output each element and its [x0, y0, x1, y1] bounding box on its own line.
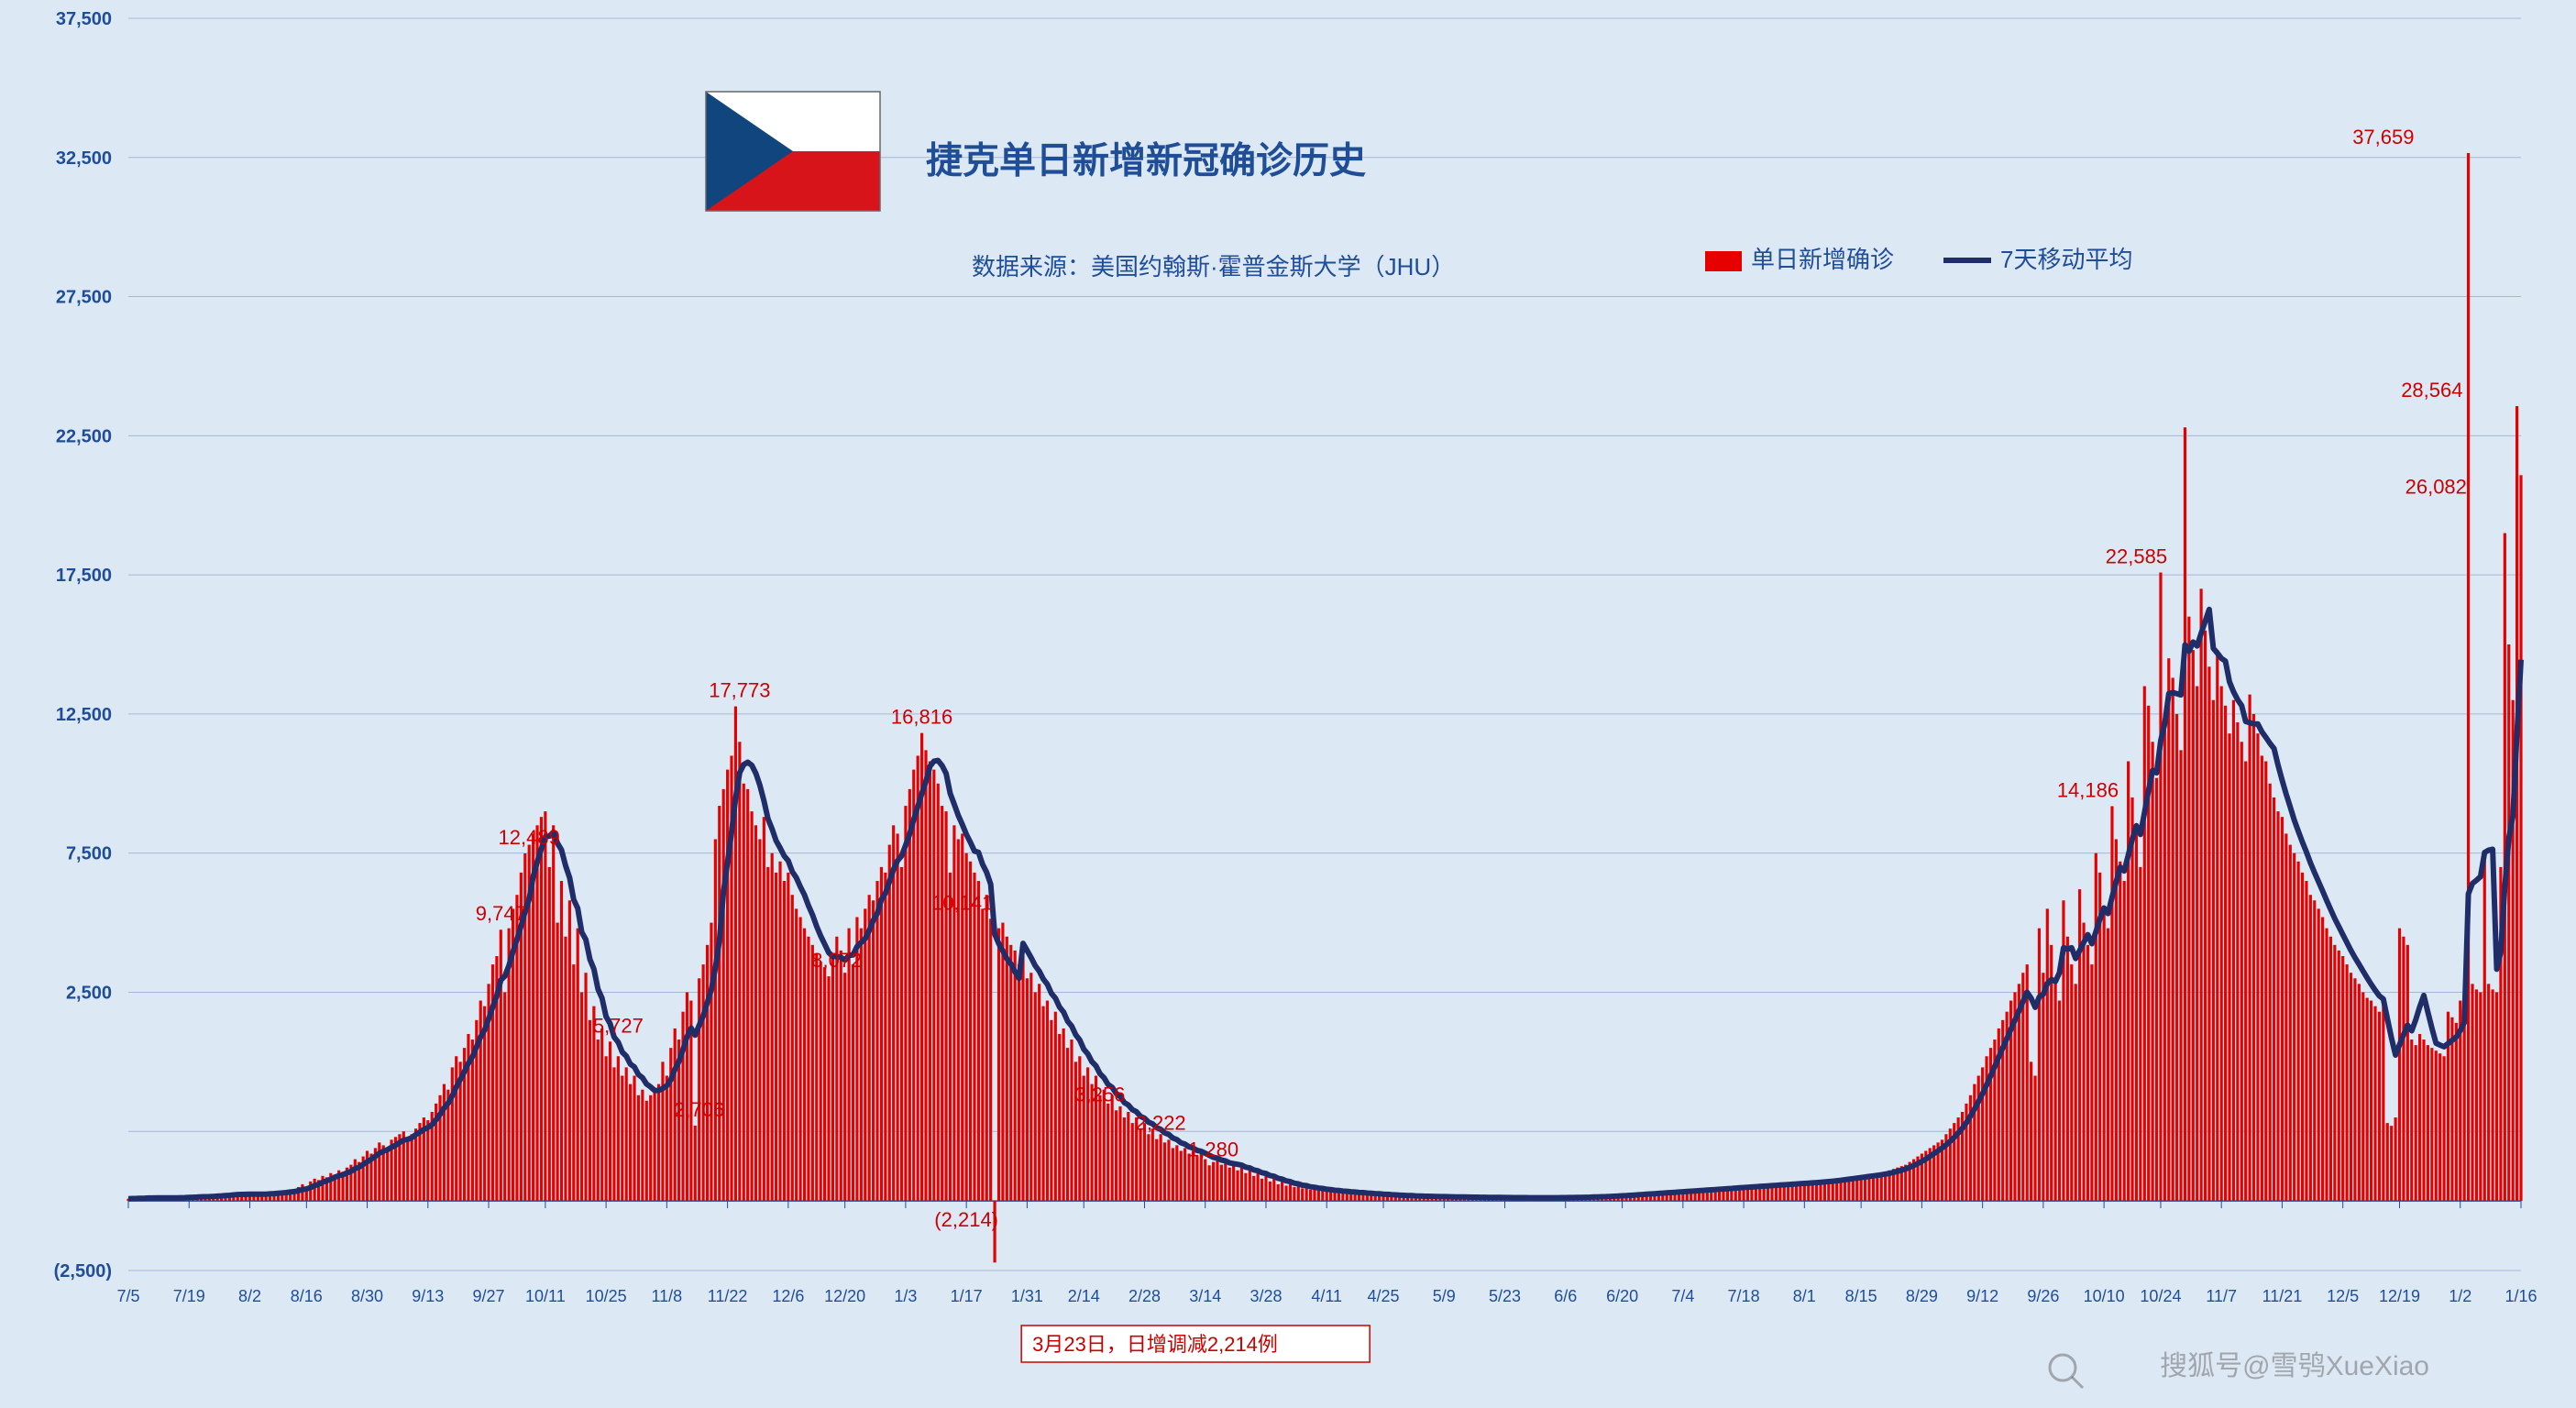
svg-text:12/20: 12/20 [824, 1287, 865, 1305]
svg-text:9/26: 9/26 [2027, 1287, 2059, 1305]
svg-text:2/28: 2/28 [1128, 1287, 1161, 1305]
svg-text:6/6: 6/6 [1554, 1287, 1577, 1305]
svg-text:14,186: 14,186 [2057, 778, 2119, 801]
svg-text:10/11: 10/11 [525, 1287, 566, 1305]
svg-text:7/4: 7/4 [1671, 1287, 1694, 1305]
svg-text:7/5: 7/5 [116, 1287, 139, 1305]
svg-text:8/30: 8/30 [351, 1287, 383, 1305]
svg-text:8/29: 8/29 [1906, 1287, 1938, 1305]
chart-container: (2,500) 2,500 7,500 12,500 17,500 22,500 27,50… [0, 0, 2576, 1408]
svg-text:2,706: 2,706 [674, 1098, 724, 1121]
svg-text:4/25: 4/25 [1368, 1287, 1400, 1305]
svg-text:22,500: 22,500 [56, 426, 112, 446]
svg-text:3/28: 3/28 [1249, 1287, 1282, 1305]
svg-text:1/31: 1/31 [1011, 1287, 1043, 1305]
svg-text:(2,214): (2,214) [934, 1208, 998, 1231]
watermark: 搜狐号@雪鸮XueXiao [2160, 1351, 2429, 1381]
chart-svg: (2,500) 2,500 7,500 12,500 17,500 22,500 27,50… [0, 0, 2576, 1408]
svg-text:2/14: 2/14 [1068, 1287, 1100, 1305]
svg-text:8/1: 8/1 [1793, 1287, 1816, 1305]
czech-flag [706, 92, 880, 211]
svg-text:9/27: 9/27 [473, 1287, 505, 1305]
svg-text:1,280: 1,280 [1188, 1138, 1238, 1160]
svg-text:10/24: 10/24 [2140, 1287, 2181, 1305]
svg-text:10/10: 10/10 [2084, 1287, 2125, 1305]
svg-text:17,500: 17,500 [56, 566, 112, 586]
svg-text:17,773: 17,773 [709, 679, 770, 702]
svg-text:12/5: 12/5 [2327, 1287, 2359, 1305]
svg-text:7/19: 7/19 [173, 1287, 205, 1305]
svg-text:32,500: 32,500 [56, 148, 112, 169]
svg-text:8,072: 8,072 [811, 949, 862, 972]
svg-text:1/2: 1/2 [2449, 1287, 2471, 1305]
chart-title: 捷克单日新增新冠确诊历史 [926, 140, 1366, 181]
svg-text:3,256: 3,256 [1074, 1083, 1125, 1106]
svg-text:1/16: 1/16 [2504, 1287, 2537, 1305]
svg-text:1/17: 1/17 [951, 1287, 983, 1305]
svg-text:12,500: 12,500 [56, 705, 112, 725]
source-label: 数据来源：美国约翰斯·霍普金斯大学（JHU） [972, 253, 1455, 280]
svg-text:4/11: 4/11 [1311, 1287, 1342, 1305]
svg-text:11/22: 11/22 [708, 1287, 748, 1305]
svg-text:37,500: 37,500 [56, 9, 112, 29]
svg-text:9/13: 9/13 [412, 1287, 444, 1305]
svg-text:单日新增确诊: 单日新增确诊 [1751, 246, 1894, 273]
svg-text:27,500: 27,500 [56, 288, 112, 308]
svg-text:16,816: 16,816 [891, 706, 952, 729]
svg-text:8/16: 8/16 [291, 1287, 323, 1305]
svg-text:9/12: 9/12 [1966, 1287, 1998, 1305]
svg-text:5,727: 5,727 [593, 1014, 644, 1037]
svg-text:1/3: 1/3 [894, 1287, 917, 1305]
svg-text:12,489: 12,489 [499, 826, 560, 849]
svg-text:6/20: 6/20 [1606, 1287, 1638, 1305]
svg-text:9,747: 9,747 [476, 902, 526, 925]
svg-text:2,222: 2,222 [1136, 1112, 1186, 1135]
svg-text:12/6: 12/6 [772, 1287, 804, 1305]
svg-text:7天移动平均: 7天移动平均 [2000, 246, 2132, 273]
svg-text:11/8: 11/8 [652, 1287, 683, 1305]
svg-text:8/2: 8/2 [238, 1287, 261, 1305]
svg-text:11/21: 11/21 [2262, 1287, 2303, 1305]
svg-text:37,659: 37,659 [2352, 126, 2414, 148]
svg-text:(2,500): (2,500) [54, 1261, 112, 1282]
svg-text:2,500: 2,500 [66, 983, 112, 1003]
svg-text:12/19: 12/19 [2379, 1287, 2420, 1305]
svg-text:10,141: 10,141 [931, 891, 993, 914]
svg-text:26,082: 26,082 [2405, 475, 2467, 498]
svg-text:22,585: 22,585 [2106, 545, 2167, 568]
svg-text:7,500: 7,500 [66, 844, 112, 864]
svg-text:10/25: 10/25 [586, 1287, 627, 1305]
svg-text:11/7: 11/7 [2206, 1287, 2237, 1305]
svg-text:28,564: 28,564 [2401, 379, 2462, 402]
svg-text:5/9: 5/9 [1433, 1287, 1456, 1305]
note-text: 3月23日，日增调减2,214例 [1032, 1333, 1278, 1356]
svg-text:5/23: 5/23 [1489, 1287, 1521, 1305]
svg-text:3/14: 3/14 [1189, 1287, 1221, 1305]
svg-text:7/18: 7/18 [1728, 1287, 1760, 1305]
svg-text:8/15: 8/15 [1845, 1287, 1877, 1305]
